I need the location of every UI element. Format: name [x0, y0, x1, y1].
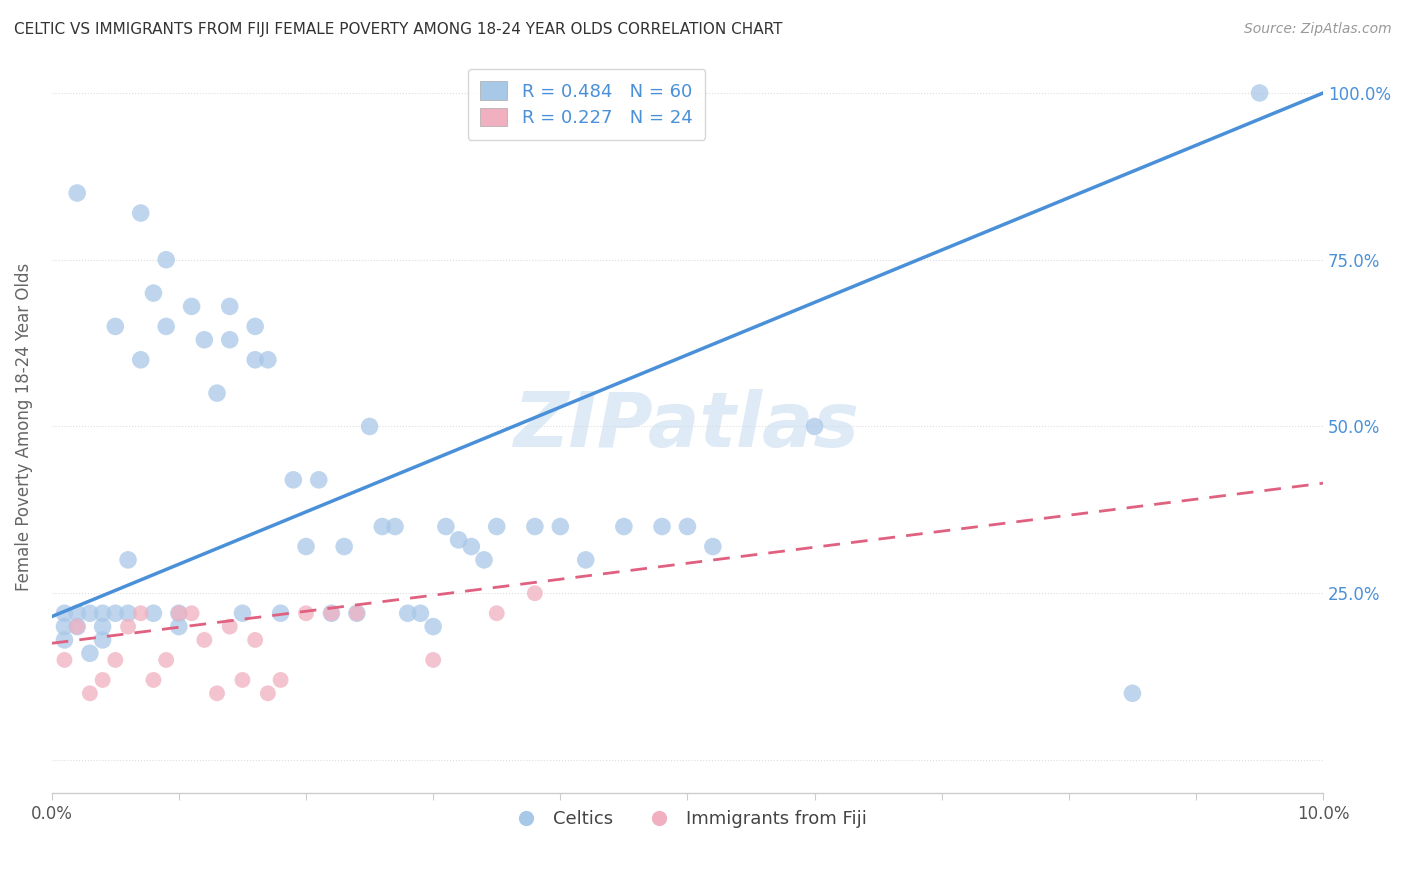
Point: [243, 352, 266, 367]
Point: [384, 519, 406, 533]
Point: [243, 319, 266, 334]
Point: [295, 606, 318, 620]
Point: [155, 653, 177, 667]
Point: [129, 352, 152, 367]
Point: [321, 606, 343, 620]
Point: [422, 653, 444, 667]
Point: [167, 606, 190, 620]
Point: [434, 519, 457, 533]
Point: [359, 419, 381, 434]
Point: [485, 519, 508, 533]
Point: [180, 606, 202, 620]
Text: Source: ZipAtlas.com: Source: ZipAtlas.com: [1244, 22, 1392, 37]
Point: [422, 619, 444, 633]
Y-axis label: Female Poverty Among 18-24 Year Olds: Female Poverty Among 18-24 Year Olds: [15, 262, 32, 591]
Point: [460, 540, 482, 554]
Point: [117, 619, 139, 633]
Point: [66, 619, 89, 633]
Point: [167, 619, 190, 633]
Point: [447, 533, 470, 547]
Point: [333, 540, 356, 554]
Point: [550, 519, 572, 533]
Point: [485, 606, 508, 620]
Point: [142, 286, 165, 301]
Point: [1121, 686, 1143, 700]
Point: [205, 686, 228, 700]
Point: [371, 519, 394, 533]
Point: [129, 606, 152, 620]
Point: [53, 606, 76, 620]
Point: [257, 686, 280, 700]
Point: [91, 606, 114, 620]
Point: [803, 419, 825, 434]
Point: [91, 619, 114, 633]
Point: [409, 606, 432, 620]
Point: [231, 673, 253, 687]
Point: [270, 606, 292, 620]
Point: [129, 206, 152, 220]
Point: [155, 319, 177, 334]
Legend: Celtics, Immigrants from Fiji: Celtics, Immigrants from Fiji: [501, 803, 875, 836]
Point: [66, 606, 89, 620]
Point: [613, 519, 636, 533]
Point: [321, 606, 343, 620]
Point: [104, 606, 127, 620]
Point: [180, 300, 202, 314]
Point: [104, 653, 127, 667]
Point: [91, 632, 114, 647]
Point: [243, 632, 266, 647]
Point: [270, 673, 292, 687]
Point: [231, 606, 253, 620]
Point: [523, 519, 546, 533]
Point: [53, 632, 76, 647]
Point: [218, 619, 240, 633]
Point: [79, 606, 101, 620]
Point: [257, 352, 280, 367]
Point: [346, 606, 368, 620]
Point: [651, 519, 673, 533]
Point: [79, 686, 101, 700]
Point: [66, 186, 89, 200]
Point: [53, 653, 76, 667]
Point: [676, 519, 699, 533]
Point: [396, 606, 419, 620]
Text: CELTIC VS IMMIGRANTS FROM FIJI FEMALE POVERTY AMONG 18-24 YEAR OLDS CORRELATION : CELTIC VS IMMIGRANTS FROM FIJI FEMALE PO…: [14, 22, 783, 37]
Point: [472, 553, 495, 567]
Point: [575, 553, 598, 567]
Point: [142, 673, 165, 687]
Point: [155, 252, 177, 267]
Point: [53, 619, 76, 633]
Point: [117, 553, 139, 567]
Point: [91, 673, 114, 687]
Point: [218, 333, 240, 347]
Point: [218, 300, 240, 314]
Point: [142, 606, 165, 620]
Point: [346, 606, 368, 620]
Point: [66, 619, 89, 633]
Point: [283, 473, 305, 487]
Point: [1249, 86, 1271, 100]
Point: [193, 632, 215, 647]
Point: [205, 386, 228, 401]
Point: [308, 473, 330, 487]
Point: [702, 540, 724, 554]
Point: [117, 606, 139, 620]
Point: [79, 646, 101, 660]
Point: [523, 586, 546, 600]
Point: [104, 319, 127, 334]
Point: [193, 333, 215, 347]
Text: ZIPatlas: ZIPatlas: [515, 390, 860, 464]
Point: [295, 540, 318, 554]
Point: [167, 606, 190, 620]
